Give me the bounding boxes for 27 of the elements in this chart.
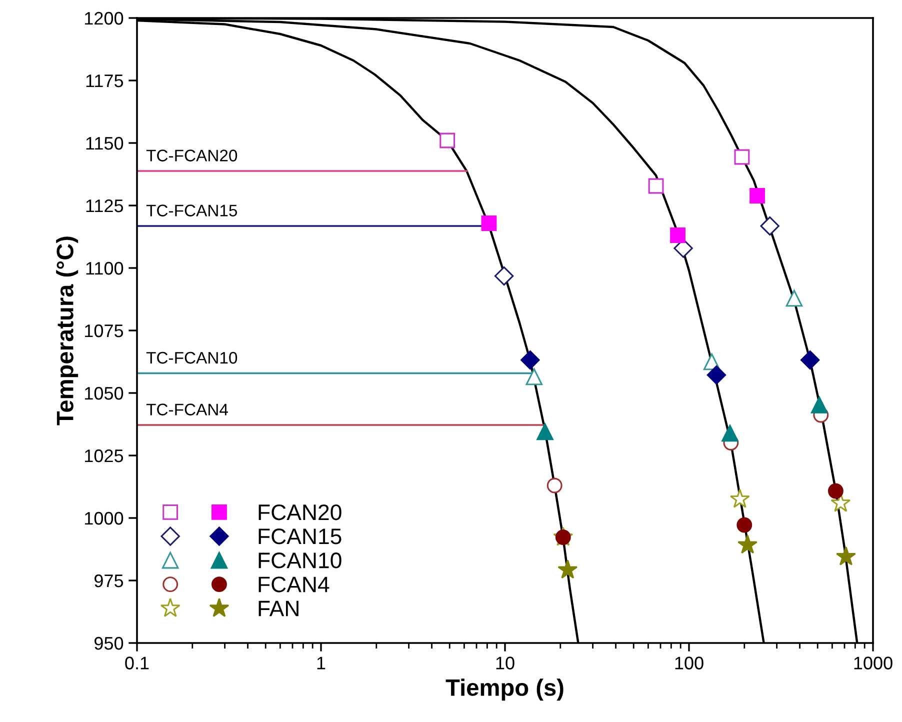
legend-label: FCAN20: [258, 504, 342, 520]
series-label: TC-FCAN20: [146, 150, 238, 162]
y-tick-label: 1100: [86, 262, 124, 275]
x-tick-label: 1: [317, 656, 326, 670]
y-tick-label: 1025: [85, 449, 124, 462]
x-axis-title: Tiempo (s): [446, 678, 564, 701]
y-tick-label: 1175: [86, 74, 124, 88]
y-tick-label: 1200: [85, 12, 124, 25]
y-tick-label: 1075: [85, 324, 124, 338]
x-tick-label: 10: [496, 656, 514, 670]
legend-label: FCAN15: [258, 528, 342, 544]
series-label: TC-FCAN4: [146, 404, 228, 416]
x-tick-label: 1000: [854, 656, 892, 670]
series-label: TC-FCAN10: [146, 352, 238, 364]
x-tick-label: 100: [675, 656, 704, 670]
y-tick-label: 975: [94, 574, 124, 588]
legend-label: FCAN10: [258, 552, 342, 568]
y-tick-label: 1050: [85, 386, 124, 400]
legend-label: FAN: [258, 600, 298, 616]
y-tick-label: 1000: [85, 512, 124, 525]
y-tick-label: 1150: [86, 136, 124, 150]
y-axis-title: Temperatura (°C): [56, 236, 78, 426]
series-label: TC-FCAN15: [146, 204, 238, 216]
y-tick-label: 950: [94, 636, 124, 650]
x-tick-label: 0.1: [125, 656, 149, 670]
legend-label: FCAN4: [258, 576, 330, 592]
y-tick-label: 1125: [86, 199, 124, 212]
